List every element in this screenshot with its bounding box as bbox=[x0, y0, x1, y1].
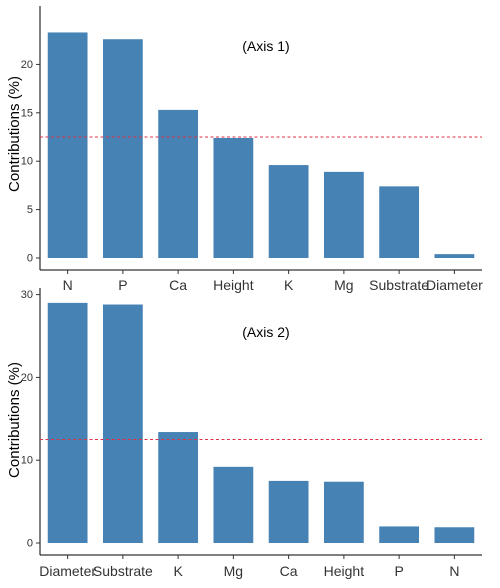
x-category-label: Diameter bbox=[426, 277, 483, 293]
bar-height bbox=[323, 481, 364, 543]
y-tick-label: 0 bbox=[27, 538, 33, 550]
x-category-label: Height bbox=[324, 563, 365, 579]
x-category-label: K bbox=[173, 563, 183, 579]
y-tick-label: 20 bbox=[21, 59, 33, 71]
bar-k bbox=[158, 432, 199, 543]
bar-substrate bbox=[102, 304, 143, 543]
bar-k bbox=[268, 165, 309, 258]
panel-axis-1: Contributions (%) (Axis 1) 0 5 10 15 20 N P Ca H… bbox=[6, 6, 483, 293]
x-category-label: K bbox=[284, 277, 294, 293]
x-category-label: Diameter bbox=[39, 563, 96, 579]
y-axis-title: Contributions (%) bbox=[6, 362, 23, 478]
x-category-label: Substrate bbox=[93, 563, 153, 579]
x-category-label: Substrate bbox=[369, 277, 429, 293]
bar-mg bbox=[213, 466, 254, 543]
x-category-label: Ca bbox=[169, 277, 187, 293]
bar-ca bbox=[158, 109, 199, 258]
panel-axis-2: Contributions (%) (Axis 2) 0 10 20 30 Diamet… bbox=[6, 288, 482, 579]
bar-n bbox=[434, 527, 475, 543]
bar-p bbox=[102, 39, 143, 259]
bar-substrate bbox=[379, 186, 420, 258]
x-category-label: Ca bbox=[280, 563, 298, 579]
chart-annotation: (Axis 1) bbox=[242, 38, 289, 54]
chart-annotation: (Axis 2) bbox=[242, 324, 289, 340]
y-tick-label: 30 bbox=[21, 289, 33, 301]
x-category-label: P bbox=[394, 563, 403, 579]
bar-height bbox=[213, 137, 254, 258]
y-tick-label: 5 bbox=[27, 204, 33, 216]
bar-diameter bbox=[434, 254, 475, 258]
y-tick-label: 0 bbox=[27, 253, 33, 265]
x-category-label: Mg bbox=[334, 277, 353, 293]
bar-n bbox=[47, 32, 88, 259]
x-category-label: N bbox=[449, 563, 459, 579]
x-category-label: Mg bbox=[224, 563, 243, 579]
y-tick-label: 10 bbox=[21, 455, 33, 467]
x-category-label: P bbox=[118, 277, 127, 293]
x-category-label: Height bbox=[213, 277, 254, 293]
y-tick-label: 10 bbox=[21, 156, 33, 168]
y-axis-title: Contributions (%) bbox=[6, 76, 23, 192]
bar-diameter bbox=[47, 302, 88, 543]
y-tick-label: 20 bbox=[21, 372, 33, 384]
x-category-label: N bbox=[63, 277, 73, 293]
bar-p bbox=[379, 526, 420, 543]
bar-ca bbox=[268, 480, 309, 543]
bar-mg bbox=[323, 171, 364, 258]
y-tick-label: 15 bbox=[21, 107, 33, 119]
